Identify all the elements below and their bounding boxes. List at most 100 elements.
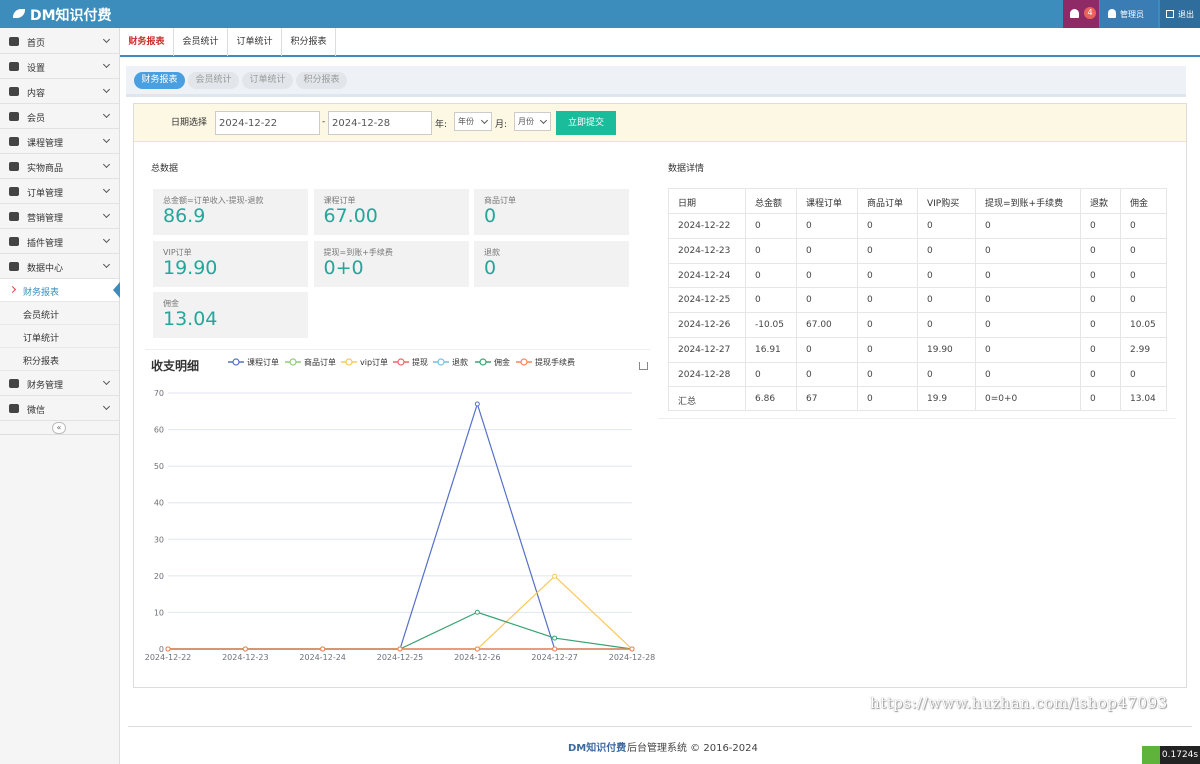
menu-label[interactable]: 订单管理 (27, 189, 64, 199)
menu-item[interactable] (0, 179, 119, 204)
table-cell: 67.00 (806, 320, 832, 330)
menu-icon (9, 379, 19, 388)
data-point (629, 646, 635, 652)
tab[interactable]: 财务报表 (120, 28, 174, 56)
table-header: 课程订单 (806, 199, 843, 209)
menu-label[interactable]: 插件管理 (27, 239, 64, 249)
collapse-button[interactable]: « (52, 422, 66, 434)
subtab[interactable]: 积分报表 (296, 72, 347, 89)
stat-label: VIP订单 (163, 247, 192, 257)
stat-card (153, 240, 308, 287)
tab[interactable]: 订单统计 (228, 28, 282, 56)
submenu-label[interactable]: 财务报表 (23, 288, 60, 298)
subtab[interactable]: 财务报表 (134, 72, 185, 89)
submenu-label[interactable]: 积分报表 (23, 357, 60, 367)
subtab[interactable]: 订单统计 (242, 72, 293, 89)
menu-label[interactable]: 会员 (27, 114, 46, 124)
menu-item[interactable] (0, 204, 119, 229)
start-date-value: 2024-12-22 (219, 118, 278, 129)
submenu-item[interactable] (0, 302, 119, 325)
month-select[interactable] (514, 112, 551, 131)
year-label: 年: (435, 120, 448, 130)
menu-item[interactable] (0, 129, 119, 154)
legend-marker (345, 358, 353, 366)
menu-item[interactable] (0, 54, 119, 79)
data-point (242, 646, 248, 652)
tab[interactable]: 会员统计 (174, 28, 228, 56)
menu-label[interactable]: 营销管理 (27, 214, 64, 224)
table-cell: 2024-12-26 (678, 320, 731, 330)
stat-label: 退款 (484, 247, 500, 257)
subtab[interactable]: 会员统计 (188, 72, 239, 89)
menu-icon (9, 162, 19, 171)
stat-card (153, 189, 308, 235)
menu-item[interactable] (0, 79, 119, 104)
menu-item[interactable] (0, 29, 119, 54)
data-point (474, 646, 480, 652)
menu-label[interactable]: 实物商品 (27, 164, 64, 174)
menu-item[interactable] (0, 104, 119, 129)
brand-icon (13, 9, 25, 18)
end-date[interactable] (328, 111, 432, 135)
submenu-label[interactable]: 订单统计 (23, 334, 60, 344)
legend-label: 课程订单 (247, 357, 279, 367)
timing: 0.1724s (1160, 746, 1200, 764)
table-cell: 0 (867, 270, 873, 281)
submenu-item[interactable] (0, 279, 119, 302)
menu-label[interactable]: 数据中心 (27, 264, 64, 274)
legend-marker (437, 358, 445, 366)
menu-label[interactable]: 内容 (27, 89, 46, 99)
user-name[interactable]: 管理员 (1120, 10, 1144, 19)
user-icon (1108, 9, 1116, 18)
table-col-line (745, 188, 746, 411)
logout-label[interactable]: 退出 (1178, 10, 1194, 19)
data-point (320, 646, 326, 652)
menu-label[interactable]: 设置 (27, 64, 46, 74)
start-date[interactable] (215, 111, 320, 135)
menu-item[interactable] (0, 229, 119, 254)
table-row-line (668, 237, 1167, 239)
x-tick-label: 2024-12-28 (609, 653, 655, 662)
data-point (474, 401, 480, 407)
table-cell: 0 (806, 245, 812, 256)
year-select[interactable] (454, 112, 492, 131)
submenu-label[interactable]: 会员统计 (23, 311, 60, 321)
menu-label[interactable]: 财务管理 (27, 381, 64, 391)
table-header: VIP购买 (927, 199, 960, 209)
menu-label[interactable]: 微信 (27, 406, 46, 416)
table-cell: 0 (867, 245, 873, 256)
submenu-item[interactable] (0, 325, 119, 348)
menu-item[interactable] (0, 154, 119, 179)
table-cell: 0 (927, 221, 933, 231)
menu-label[interactable]: 课程管理 (27, 139, 64, 149)
menu-item[interactable] (0, 371, 119, 396)
series-line (168, 611, 633, 650)
tab[interactable]: 积分报表 (282, 28, 336, 56)
table-cell: 汇总 (678, 397, 697, 408)
menu-icon (9, 62, 19, 71)
y-tick-label: 30 (154, 535, 164, 544)
brand[interactable]: DM知识付费 (30, 8, 112, 24)
table-cell: 0 (867, 394, 873, 405)
table-cell: 67 (806, 394, 818, 405)
table-cell: 0 (1130, 245, 1136, 256)
menu-icon (9, 262, 19, 271)
legend-marker (520, 358, 528, 366)
data-point (552, 635, 558, 641)
table-row-line (668, 287, 1167, 289)
bell-icon (1070, 9, 1079, 18)
menu-item[interactable] (0, 254, 119, 279)
table-row-line (668, 213, 1167, 214)
year-select-value: 年份 (458, 117, 474, 126)
active-pointer (113, 282, 120, 298)
menu-label[interactable]: 首页 (27, 39, 46, 49)
legend-marker (479, 358, 487, 366)
table-cell: 2024-12-22 (678, 221, 731, 231)
submit-button[interactable]: 立即提交 (556, 111, 616, 135)
menu-item[interactable] (0, 396, 119, 421)
table-cell: 0 (1090, 270, 1096, 281)
stat-value: 0 (484, 205, 497, 227)
submenu-item[interactable] (0, 348, 119, 371)
download-icon[interactable] (639, 362, 648, 370)
